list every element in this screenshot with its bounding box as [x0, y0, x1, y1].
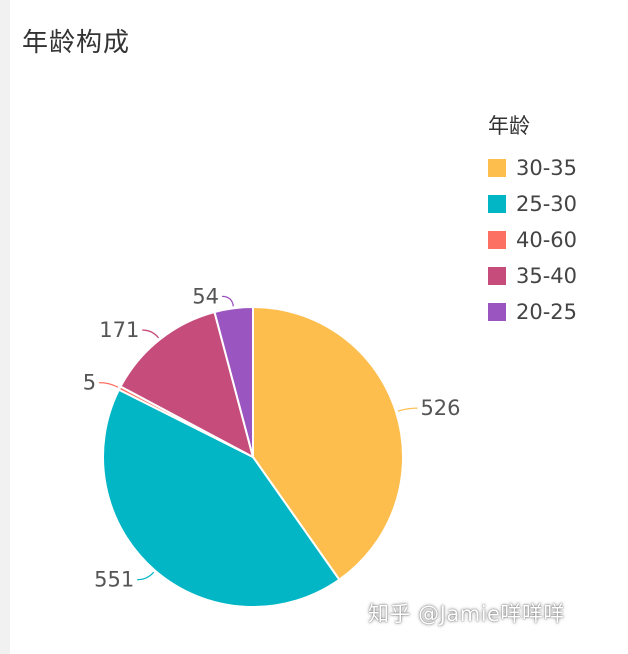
chart-legend: 年龄 30-35 25-30 40-60 35-40 20-25 [488, 110, 577, 330]
leader-line [222, 295, 234, 307]
legend-label: 35-40 [516, 264, 578, 288]
legend-item[interactable]: 30-35 [488, 150, 577, 186]
legend-swatch [488, 303, 506, 321]
data-label: 551 [94, 568, 134, 592]
chart-title: 年龄构成 [22, 28, 131, 58]
legend-label: 30-35 [516, 156, 578, 180]
pie-slice-35-40[interactable] [119, 310, 255, 459]
legend-item[interactable]: 35-40 [488, 258, 577, 294]
legend-item[interactable]: 40-60 [488, 222, 577, 258]
legend-swatch [488, 231, 506, 249]
data-label: 171 [99, 318, 139, 342]
watermark: 知乎 @Jamie咩咩咩 [368, 602, 565, 626]
data-label: 526 [420, 396, 460, 420]
legend-label: 40-60 [516, 228, 578, 252]
leader-line [99, 381, 119, 388]
legend-swatch [488, 159, 506, 177]
legend-label: 20-25 [516, 300, 578, 324]
leader-line [397, 407, 418, 412]
legend-item[interactable]: 20-25 [488, 294, 577, 330]
legend-swatch [488, 195, 506, 213]
pie-slice-20-25[interactable] [213, 305, 254, 458]
legend-title: 年龄 [488, 114, 530, 138]
legend-swatch [488, 267, 506, 285]
leader-line [142, 329, 160, 339]
leader-line [137, 571, 155, 581]
legend-item[interactable]: 25-30 [488, 186, 577, 222]
data-label: 54 [192, 284, 219, 308]
legend-label: 25-30 [516, 192, 578, 216]
pie-slice-25-30[interactable] [102, 388, 341, 608]
data-label: 5 [83, 371, 96, 395]
pie-slice-30-35[interactable] [252, 305, 404, 582]
